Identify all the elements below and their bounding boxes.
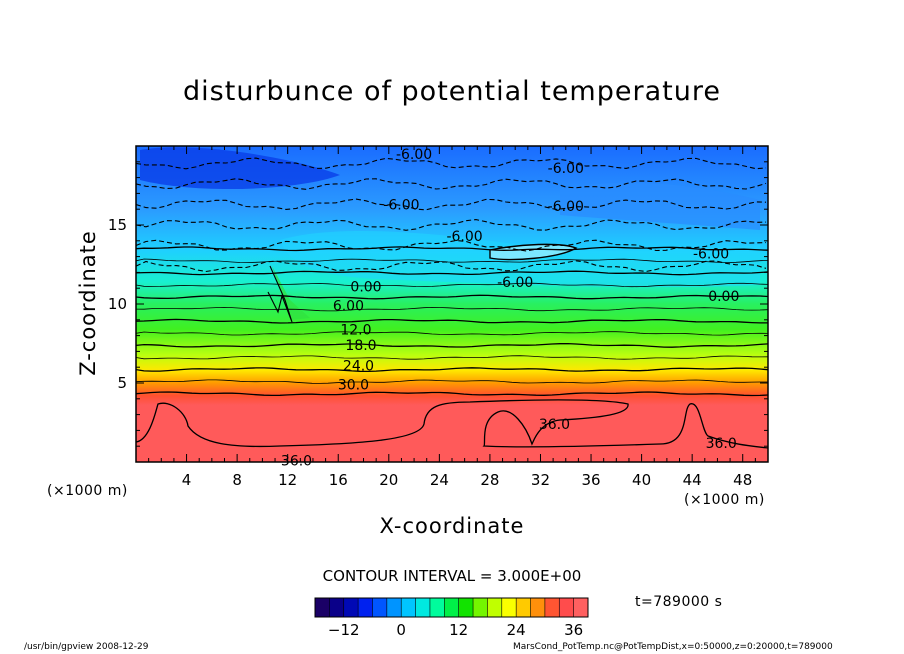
chart-title: disturbunce of potential temperature: [183, 76, 721, 107]
blue-region: [560, 182, 760, 230]
contour-label: 30.0: [338, 378, 369, 394]
negative-contour-line: [136, 178, 767, 190]
contour-line: [136, 282, 768, 288]
x-tick-label: 44: [683, 471, 702, 489]
x-tick-label: 32: [531, 471, 550, 489]
contour-interval-label: CONTOUR INTERVAL = 3.000E+00: [322, 567, 582, 585]
contour-label: 36.0: [539, 417, 570, 433]
colorbar-cell: [501, 598, 517, 617]
y-tick-label: 10: [108, 295, 127, 313]
x-axis-unit-left: (×1000 m): [47, 483, 128, 499]
colorbar-tick-label: 12: [449, 621, 468, 639]
contour-line: [136, 342, 768, 348]
y-tick-label: 15: [108, 216, 127, 234]
x-axis-unit-right: (×1000 m): [684, 492, 765, 508]
colorbar-tick-label: −12: [328, 621, 360, 639]
contour-line: [136, 294, 768, 300]
contour-label: 24.0: [343, 359, 374, 375]
contour-line: [136, 355, 768, 360]
colorbar-cell: [458, 598, 474, 617]
contour-label: -6.00: [693, 246, 729, 262]
contour-label: -6.00: [383, 198, 419, 214]
colorbar-cell: [444, 598, 460, 617]
footer-command: /usr/bin/gpview 2008-12-29: [24, 642, 149, 652]
colorbar-cell: [559, 598, 575, 617]
colorbar: −12 0 12 24 36: [314, 597, 589, 639]
contour-label: -6.00: [396, 147, 432, 163]
contour-line: [136, 246, 768, 252]
contour-line: [136, 331, 768, 336]
colorbar-frame: [314, 597, 589, 618]
contour-line: [136, 367, 768, 373]
colorbar-cell: [315, 598, 330, 617]
x-tick-label: 28: [480, 471, 499, 489]
colorbar-cell: [386, 598, 402, 617]
colorbar-cell: [473, 598, 488, 617]
colorbar-cell: [573, 598, 589, 617]
contour-line: [136, 318, 768, 324]
colorbar-cell: [487, 598, 503, 617]
x-tick-label: 48: [733, 471, 752, 489]
colorbar-cell: [530, 598, 546, 617]
x-tick-label: 20: [379, 471, 398, 489]
negative-contour-line: [136, 239, 767, 252]
colorbar-tick-label: 36: [564, 621, 583, 639]
contour-label: -6.00: [497, 275, 533, 291]
x-tick-label: 4: [182, 471, 192, 489]
negative-contour-line: [136, 219, 767, 231]
contour-label: 36.0: [706, 436, 737, 452]
contour-label: -6.00: [548, 199, 584, 215]
colorbar-cell: [329, 598, 345, 617]
x-tick-label: 8: [232, 471, 242, 489]
x-tick-label: 16: [329, 471, 348, 489]
colorbar-cell: [401, 598, 416, 617]
negative-contour-line: [136, 198, 767, 211]
contour-line: [136, 306, 768, 312]
y-tick-label: 5: [117, 374, 127, 392]
contour-plume: [267, 265, 293, 323]
colorbar-cell: [415, 598, 431, 617]
contour-label: 6.00: [333, 299, 364, 315]
footer-data-source: MarsCond_PotTemp.nc@PotTempDist,x=0:5000…: [513, 642, 833, 652]
contour-line: [136, 379, 768, 384]
x-tick-label: 40: [632, 471, 651, 489]
x-tick-label: 24: [430, 471, 449, 489]
contour-label: 12.0: [340, 322, 371, 338]
colorbar-cell: [516, 598, 531, 617]
colorbar-cell: [343, 598, 359, 617]
contour-line: [136, 270, 768, 276]
x-axis-label: X-coordinate: [379, 514, 525, 538]
contour-lines: [136, 157, 768, 449]
deep-blue-region: [140, 147, 340, 190]
colorbar-cell: [372, 598, 388, 617]
contour-line: [136, 258, 768, 264]
contour-label: 18.0: [345, 338, 376, 354]
colorbar-cell: [429, 598, 445, 617]
contour-label: 0.00: [708, 289, 739, 305]
contour-label: 0.00: [350, 280, 381, 296]
colorbar-cell: [544, 598, 560, 617]
colorbar-tick-label: 0: [396, 621, 406, 639]
colorbar-tick-label: 24: [507, 621, 526, 639]
x-tick-label: 36: [581, 471, 600, 489]
contour-blob-line: [489, 243, 578, 261]
light-cyan-blob: [490, 244, 576, 260]
negative-contour-line: [136, 260, 767, 273]
contour-labels: -6.00 -6.00 -6.00 -6.00 -6.00 -6.00 -6.00 0.00 0…: [281, 147, 739, 470]
contour-line: [136, 391, 768, 397]
contour-label: -6.00: [446, 229, 482, 245]
time-label: t=789000 s: [635, 594, 723, 610]
contour-line-36: [136, 399, 768, 449]
negative-contour-line: [136, 157, 767, 170]
x-tick-label: 12: [278, 471, 297, 489]
colorbar-cell: [358, 598, 373, 617]
contour-label: -6.00: [548, 161, 584, 177]
